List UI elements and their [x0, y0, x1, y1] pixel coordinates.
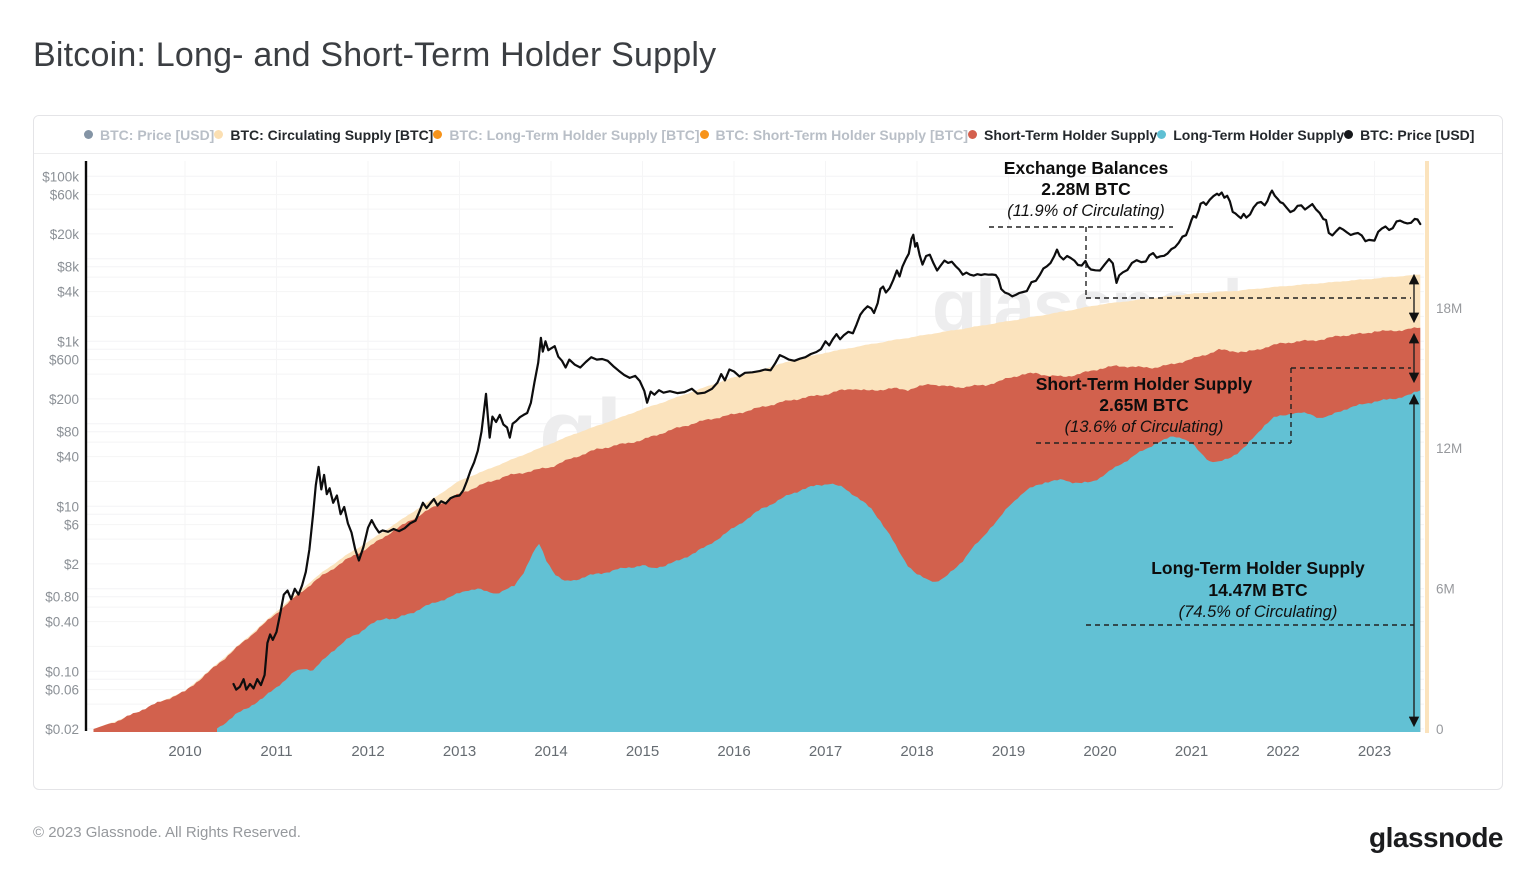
price-tick-label: $200: [49, 392, 79, 407]
legend-dot-icon: [1157, 130, 1167, 139]
legend-item-4[interactable]: Short-Term Holder Supply: [968, 127, 1157, 143]
price-tick-label: $8k: [57, 260, 79, 275]
sth-annotation-title: Short-Term Holder Supply: [1036, 374, 1253, 394]
year-tick-label: 2019: [992, 743, 1025, 760]
year-axis-tick-labels: 2010 2011 2012 2013 2014 2015 2016 2017 2018 2019…: [168, 743, 1391, 760]
price-tick-label: $0.06: [45, 683, 79, 698]
legend-dot-icon: [699, 130, 709, 139]
price-tick-label: $0.02: [45, 722, 79, 737]
price-tick-label: $6: [64, 518, 79, 533]
legend-item-label: Long-Term Holder Supply: [1173, 126, 1345, 143]
legend-item-3[interactable]: BTC: Short-Term Holder Supply [BTC]: [699, 126, 969, 143]
price-tick-label: $10: [56, 499, 79, 514]
chart-canvas[interactable]: glassnode glassnode Exchange Balances: [34, 116, 1503, 790]
legend-item-6[interactable]: BTC: Price [USD]: [1344, 127, 1474, 143]
legend-item-label: BTC: Price [USD]: [1360, 126, 1475, 143]
price-tick-label: $60k: [50, 188, 80, 203]
chart-legend: BTC: Price [USD] BTC: Circulating Supply …: [34, 116, 1502, 154]
annotation-dashed-lines: [989, 226, 1420, 728]
year-tick-label: 2023: [1358, 743, 1391, 760]
year-tick-label: 2020: [1083, 743, 1116, 760]
legend-item-label: BTC: Circulating Supply [BTC]: [230, 126, 434, 143]
price-tick-label: $4k: [57, 285, 79, 300]
year-tick-label: 2011: [260, 743, 292, 760]
supply-axis-tick-labels: 18M 12M 6M 0: [1436, 301, 1462, 737]
btc-price-line: [232, 189, 1422, 691]
price-tick-label: $80: [56, 425, 79, 440]
lth-annotation: Long-Term Holder Supply 14.47M BTC (74.5…: [1151, 558, 1365, 621]
price-tick-label: $1k: [57, 334, 79, 349]
glassnode-logo: glassnode: [1369, 822, 1503, 853]
sth-annotation-subtitle: (13.6% of Circulating): [1065, 418, 1224, 436]
legend-item-2[interactable]: BTC: Long-Term Holder Supply [BTC]: [433, 126, 700, 143]
legend-item-5[interactable]: Long-Term Holder Supply: [1157, 127, 1344, 143]
legend-dot-icon: [214, 130, 224, 139]
year-tick-label: 2017: [809, 743, 842, 760]
legend-item-label: BTC: Price [USD]: [100, 126, 215, 143]
price-tick-label: $40: [56, 450, 79, 465]
exchange-annotation: Exchange Balances 2.28M BTC (11.9% of Ci…: [1004, 158, 1169, 220]
year-tick-label: 2022: [1266, 743, 1299, 760]
price-tick-label: $0.40: [45, 615, 79, 630]
lth-annotation-title: Long-Term Holder Supply: [1151, 558, 1365, 578]
year-tick-label: 2014: [534, 743, 567, 760]
year-tick-label: 2021: [1175, 743, 1208, 760]
exchange-annotation-value: 2.28M BTC: [1041, 179, 1131, 199]
price-axis-tick-labels: $100k $60k $20k $8k $4k $1k $600 $200 $80 $40 $10 $…: [42, 169, 79, 737]
legend-item-label: BTC: Long-Term Holder Supply [BTC]: [449, 126, 700, 143]
year-tick-label: 2018: [900, 743, 933, 760]
price-tick-label: $20k: [50, 227, 80, 242]
exchange-annotation-title: Exchange Balances: [1004, 158, 1169, 178]
lth-annotation-subtitle: (74.5% of Circulating): [1179, 603, 1338, 621]
sth-annotation-value: 2.65M BTC: [1099, 395, 1189, 415]
supply-tick-label: 12M: [1436, 441, 1462, 456]
price-tick-label: $100k: [42, 169, 79, 184]
price-tick-label: $600: [49, 353, 79, 368]
year-tick-label: 2015: [626, 743, 659, 760]
legend-dot-icon: [84, 130, 93, 139]
price-tick-label: $2: [64, 557, 79, 572]
price-tick-label: $0.80: [45, 590, 79, 605]
supply-tick-label: 0: [1436, 722, 1444, 737]
year-tick-label: 2012: [351, 743, 384, 760]
legend-item-0[interactable]: BTC: Price [USD]: [84, 127, 214, 143]
legend-item-label: Short-Term Holder Supply: [984, 126, 1158, 143]
supply-tick-label: 6M: [1436, 582, 1455, 597]
supply-area-layers: [93, 274, 1421, 732]
legend-dot-icon: [1344, 130, 1354, 139]
long-term-holder-area: [217, 390, 1421, 732]
lth-annotation-value: 14.47M BTC: [1208, 580, 1308, 600]
legend-item-1[interactable]: BTC: Circulating Supply [BTC]: [214, 127, 433, 143]
supply-tick-label: 18M: [1436, 301, 1462, 316]
copyright-text: © 2023 Glassnode. All Rights Reserved.: [33, 824, 301, 841]
legend-item-label: BTC: Short-Term Holder Supply [BTC]: [715, 126, 969, 143]
page-title: Bitcoin: Long- and Short-Term Holder Sup…: [33, 36, 717, 74]
legend-dot-icon: [433, 130, 443, 139]
year-tick-label: 2013: [443, 743, 476, 760]
price-tick-label: $0.10: [45, 664, 79, 679]
legend-dot-icon: [968, 130, 978, 139]
chart-card: BTC: Price [USD] BTC: Circulating Supply …: [33, 115, 1503, 790]
year-tick-label: 2010: [168, 743, 201, 760]
sth-annotation: Short-Term Holder Supply 2.65M BTC (13.6…: [1036, 374, 1253, 436]
year-tick-label: 2016: [717, 743, 750, 760]
exchange-annotation-subtitle: (11.9% of Circulating): [1007, 202, 1164, 220]
